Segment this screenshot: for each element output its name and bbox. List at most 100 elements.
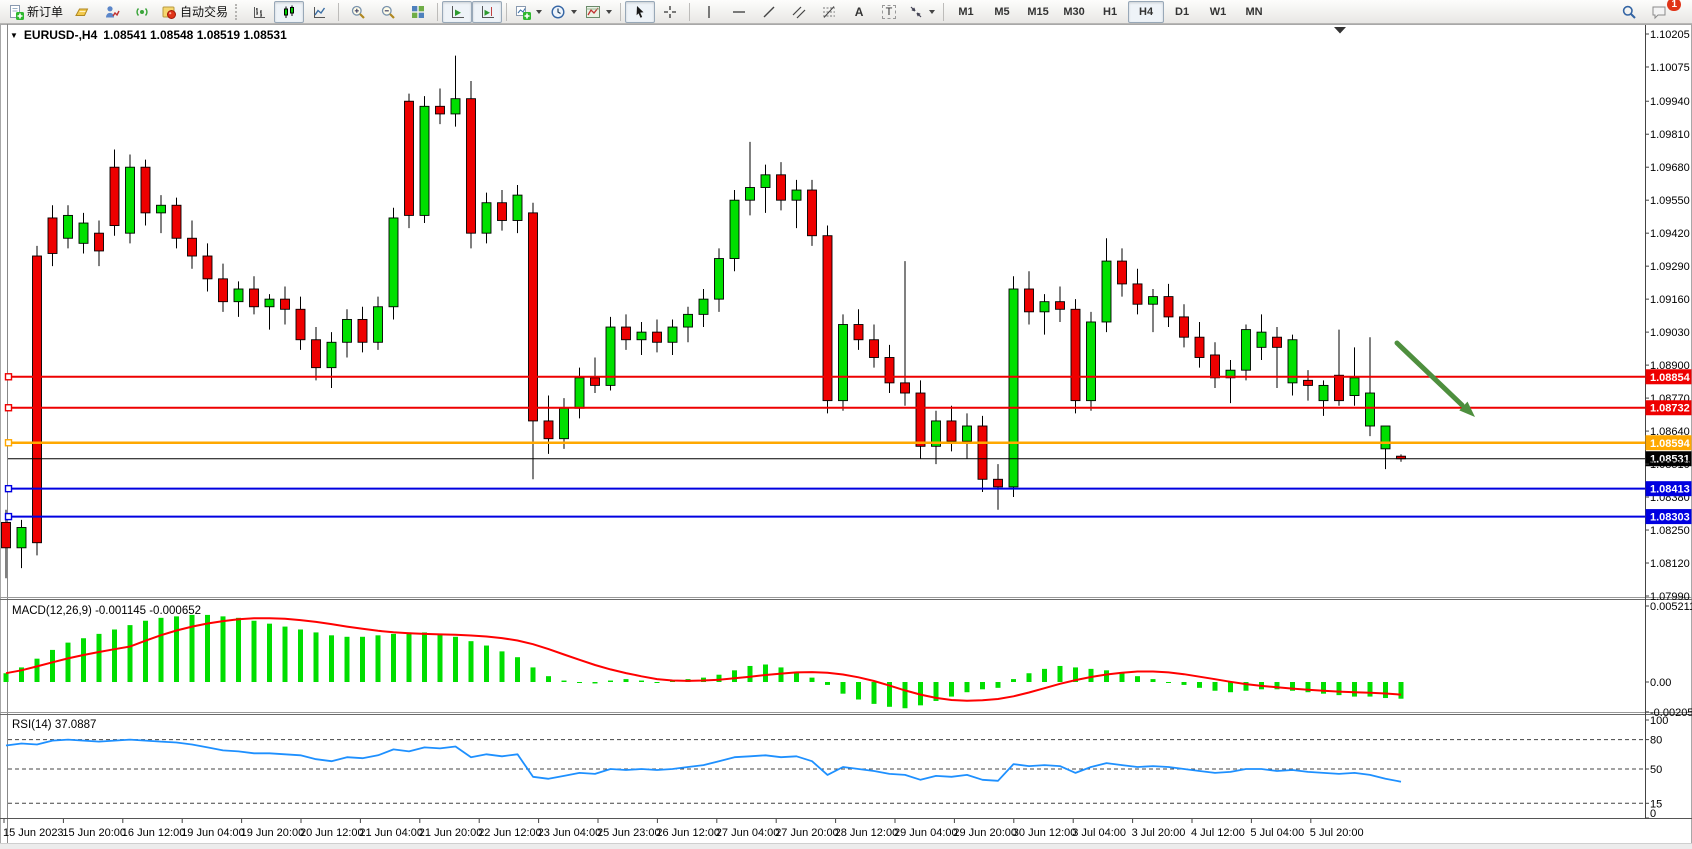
macd-histogram-bar <box>1197 682 1202 688</box>
candle <box>792 190 801 200</box>
rsi-tick-label: 50 <box>1650 764 1662 776</box>
macd-histogram-bar <box>453 637 458 682</box>
profile-button[interactable] <box>97 1 127 23</box>
horizontal-line-button[interactable] <box>724 1 754 23</box>
macd-histogram-bar <box>376 635 381 682</box>
macd-histogram-bar <box>143 621 148 682</box>
gold-tool-button[interactable] <box>67 1 97 23</box>
macd-histogram-bar <box>252 621 257 682</box>
timeframe-m5-button[interactable]: M5 <box>984 1 1020 23</box>
candle <box>885 357 894 382</box>
chat-button[interactable]: 1 <box>1644 1 1674 23</box>
chart-collapse-icon[interactable]: ▼ <box>10 31 18 40</box>
tile-windows-icon <box>410 4 426 20</box>
candle <box>343 319 352 342</box>
candle <box>901 383 910 393</box>
timeframe-d1-button[interactable]: D1 <box>1164 1 1200 23</box>
candle <box>978 426 987 479</box>
fibonacci-button[interactable] <box>814 1 844 23</box>
time-tick-label: 22 Jun 12:00 <box>478 827 542 839</box>
candle <box>498 203 507 221</box>
new-order-button[interactable]: 新订单 <box>4 1 67 23</box>
macd-histogram-bar <box>748 666 753 682</box>
candle <box>172 205 181 238</box>
candle <box>715 259 724 300</box>
arrows-button[interactable] <box>904 1 939 23</box>
label-tool-label: T <box>882 5 897 19</box>
bar-chart-button[interactable] <box>244 1 274 23</box>
arrows-tool-icon <box>908 4 924 20</box>
candlestick-chart-button[interactable] <box>274 1 304 23</box>
candle <box>1040 302 1049 312</box>
candle <box>250 289 259 307</box>
timeframe-h4-button[interactable]: H4 <box>1128 1 1164 23</box>
timeframe-m1-button[interactable]: M1 <box>948 1 984 23</box>
macd-histogram-bar <box>1352 682 1357 697</box>
signals-button[interactable] <box>127 1 157 23</box>
search-button[interactable] <box>1614 1 1644 23</box>
macd-histogram-bar <box>391 634 396 682</box>
candle <box>110 167 119 225</box>
macd-histogram-bar <box>469 641 474 682</box>
candle <box>296 309 305 339</box>
timeframe-m15-button[interactable]: M15 <box>1020 1 1056 23</box>
macd-histogram-bar <box>1166 682 1171 683</box>
zoom-out-button[interactable] <box>373 1 403 23</box>
status-strip <box>0 843 1692 849</box>
macd-histogram-bar <box>500 651 505 682</box>
candle <box>1025 289 1034 312</box>
candle <box>870 340 879 358</box>
candle <box>95 233 104 251</box>
candle <box>668 327 677 342</box>
zoom-out-icon <box>380 4 396 20</box>
cursor-button[interactable] <box>625 1 655 23</box>
auto-trading-button[interactable]: 自动交易 <box>157 1 232 23</box>
toolbar-separator <box>506 3 507 21</box>
timeframe-h1-button[interactable]: H1 <box>1092 1 1128 23</box>
price-tick-label: 1.09160 <box>1650 294 1690 306</box>
auto-scroll-button[interactable] <box>442 1 472 23</box>
vertical-line-icon <box>701 4 717 20</box>
vertical-line-button[interactable] <box>694 1 724 23</box>
candle <box>1242 330 1251 371</box>
macd-histogram-bar <box>1182 682 1187 685</box>
chart-shift-button[interactable] <box>472 1 502 23</box>
candle <box>203 256 212 279</box>
dropdown-caret-icon <box>929 10 935 14</box>
tile-windows-button[interactable] <box>403 1 433 23</box>
timeframe-m30-button[interactable]: M30 <box>1056 1 1092 23</box>
time-tick-label: 4 Jul 12:00 <box>1191 827 1245 839</box>
price-tick-label: 1.09680 <box>1650 162 1690 174</box>
trendline-button[interactable] <box>754 1 784 23</box>
text-label-button[interactable]: T <box>874 1 904 23</box>
macd-histogram-bar <box>97 634 102 682</box>
candle <box>1009 289 1018 487</box>
equidistant-channel-button[interactable] <box>784 1 814 23</box>
time-tick-label: 29 Jun 20:00 <box>953 827 1017 839</box>
templates-button[interactable] <box>581 1 616 23</box>
macd-histogram-bar <box>422 632 427 682</box>
indicators-button[interactable] <box>511 1 546 23</box>
time-tick-label: 19 Jun 04:00 <box>181 827 245 839</box>
chart-symbol-period: EURUSD-,H4 <box>24 28 97 42</box>
bar-chart-icon <box>251 4 267 20</box>
chart-header: ▼ EURUSD-,H4 1.08541 1.08548 1.08519 1.0… <box>10 28 287 42</box>
macd-histogram-bar <box>841 682 846 694</box>
candle <box>1335 375 1344 400</box>
crosshair-button[interactable] <box>655 1 685 23</box>
toolbar-separator <box>437 3 438 21</box>
dropdown-caret-icon <box>536 10 542 14</box>
timeframe-mn-button[interactable]: MN <box>1236 1 1272 23</box>
macd-histogram-bar <box>236 618 241 682</box>
rsi-label: RSI(14) 37.0887 <box>12 719 96 731</box>
dropdown-caret-icon <box>571 10 577 14</box>
zoom-in-button[interactable] <box>343 1 373 23</box>
text-button[interactable]: A <box>844 1 874 23</box>
time-tick-label: 23 Jun 04:00 <box>538 827 602 839</box>
line-chart-button[interactable] <box>304 1 334 23</box>
dropdown-caret-icon <box>606 10 612 14</box>
periods-button[interactable] <box>546 1 581 23</box>
timeframe-w1-button[interactable]: W1 <box>1200 1 1236 23</box>
candle <box>1195 337 1204 357</box>
